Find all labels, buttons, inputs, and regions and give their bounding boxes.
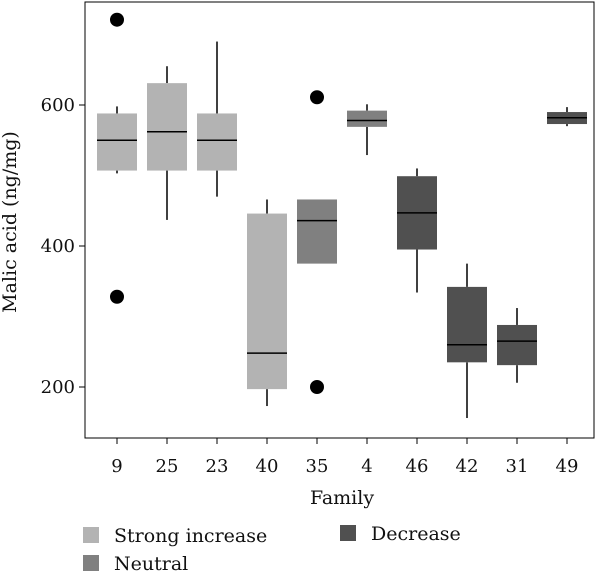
outlier-point — [310, 380, 324, 394]
y-tick-label: 200 — [41, 377, 75, 398]
x-tick-label: 25 — [156, 456, 179, 477]
box-iqr — [197, 113, 237, 171]
legend-item: Decrease — [340, 523, 461, 545]
x-tick-label: 9 — [111, 456, 122, 477]
legend-label: Neutral — [114, 553, 188, 575]
legend-swatch — [340, 525, 356, 541]
x-tick-label: 40 — [256, 456, 279, 477]
y-axis-label: Malic acid (ng/mg) — [0, 131, 21, 313]
legend-swatch — [83, 555, 99, 571]
x-tick-label: 4 — [361, 456, 372, 477]
legend: Strong increase Neutral Decrease — [83, 523, 461, 575]
box-49 — [547, 107, 587, 127]
box-iqr — [447, 286, 487, 363]
box-40 — [247, 199, 287, 407]
box-iqr — [147, 83, 187, 171]
x-tick-label: 42 — [456, 456, 479, 477]
outlier-point — [310, 90, 324, 105]
box-iqr — [97, 113, 137, 171]
box-35 — [297, 90, 337, 394]
box-31 — [497, 308, 537, 383]
box-iqr — [347, 110, 387, 127]
legend-swatch — [83, 527, 99, 543]
plot-panel — [84, 1, 595, 439]
box-42 — [447, 263, 487, 419]
y-tick-label: 600 — [41, 95, 75, 116]
legend-item: Neutral — [83, 553, 188, 575]
y-axis: 200 400 600 — [41, 95, 85, 398]
x-tick-label: 35 — [306, 456, 329, 477]
box-46 — [397, 168, 437, 293]
legend-label: Decrease — [371, 523, 461, 545]
x-tick-label: 46 — [406, 456, 429, 477]
box-iqr — [497, 324, 537, 366]
x-tick-label: 23 — [206, 456, 229, 477]
legend-label: Strong increase — [114, 525, 267, 547]
legend-item: Strong increase — [83, 525, 267, 547]
x-axis-label: Family — [310, 487, 374, 509]
x-axis: 9 25 23 40 35 4 46 42 31 49 — [111, 438, 578, 477]
box-9 — [97, 12, 137, 304]
box-25 — [147, 66, 187, 220]
boxes-layer — [97, 12, 587, 419]
box-iqr — [297, 199, 337, 264]
box-23 — [197, 41, 237, 197]
y-tick-label: 400 — [41, 236, 75, 257]
x-tick-label: 31 — [506, 456, 529, 477]
outlier-point — [110, 289, 124, 304]
x-tick-label: 49 — [556, 456, 579, 477]
box-iqr — [247, 213, 287, 390]
outlier-point — [110, 12, 124, 27]
box-4 — [347, 104, 387, 156]
